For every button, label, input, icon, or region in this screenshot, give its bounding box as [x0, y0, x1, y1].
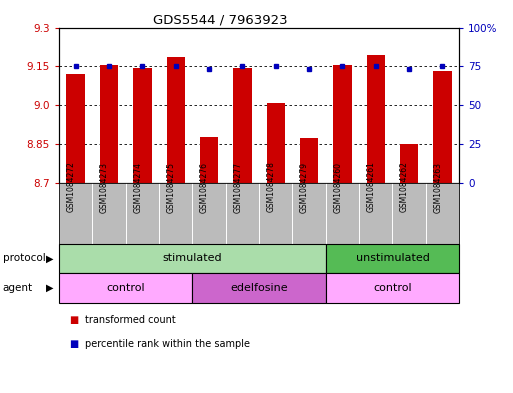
- Text: GSM1084279: GSM1084279: [300, 162, 309, 213]
- Bar: [233, 68, 251, 183]
- Text: protocol: protocol: [3, 253, 45, 263]
- Text: ▶: ▶: [46, 283, 53, 293]
- Text: GDS5544 / 7963923: GDS5544 / 7963923: [153, 14, 288, 27]
- Bar: [67, 74, 85, 183]
- Text: ■: ■: [69, 315, 78, 325]
- Text: percentile rank within the sample: percentile rank within the sample: [85, 339, 250, 349]
- Bar: [133, 68, 151, 183]
- Bar: [433, 72, 451, 183]
- Text: control: control: [373, 283, 412, 293]
- Text: ■: ■: [69, 339, 78, 349]
- Text: control: control: [106, 283, 145, 293]
- Text: GSM1084274: GSM1084274: [133, 162, 143, 213]
- Text: GSM1084278: GSM1084278: [267, 162, 276, 213]
- Text: unstimulated: unstimulated: [356, 253, 429, 263]
- Bar: [333, 65, 351, 183]
- Text: GSM1084275: GSM1084275: [167, 162, 175, 213]
- Bar: [192, 273, 326, 303]
- Bar: [200, 137, 218, 183]
- Bar: [326, 244, 459, 273]
- Bar: [167, 57, 185, 183]
- Bar: [400, 145, 418, 183]
- Bar: [59, 244, 326, 273]
- Text: ▶: ▶: [46, 253, 53, 263]
- Text: GSM1084272: GSM1084272: [67, 162, 76, 213]
- Bar: [367, 55, 385, 183]
- Text: GSM1084260: GSM1084260: [333, 162, 343, 213]
- Text: GSM1084261: GSM1084261: [367, 162, 376, 213]
- Text: edelfosine: edelfosine: [230, 283, 288, 293]
- Text: transformed count: transformed count: [85, 315, 175, 325]
- Bar: [267, 103, 285, 183]
- Text: stimulated: stimulated: [163, 253, 222, 263]
- Text: GSM1084262: GSM1084262: [400, 162, 409, 213]
- Text: GSM1084273: GSM1084273: [100, 162, 109, 213]
- Bar: [300, 138, 318, 183]
- Text: GSM1084276: GSM1084276: [200, 162, 209, 213]
- Text: agent: agent: [3, 283, 33, 293]
- Text: GSM1084277: GSM1084277: [233, 162, 242, 213]
- Bar: [59, 273, 192, 303]
- Bar: [326, 273, 459, 303]
- Text: GSM1084263: GSM1084263: [433, 162, 442, 213]
- Bar: [100, 65, 118, 183]
